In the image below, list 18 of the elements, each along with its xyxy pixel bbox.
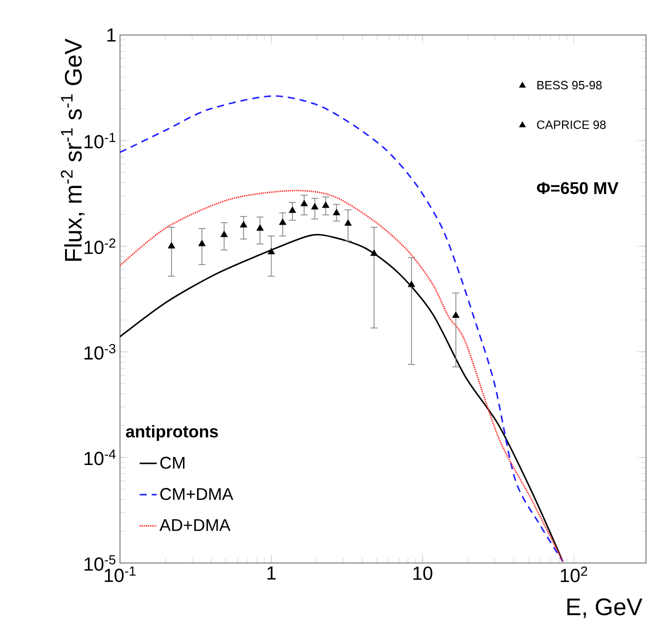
x-tick-label: 10 [413, 566, 432, 580]
legend-label: BESS 95-98 [537, 80, 602, 90]
y-tick-label: 10$^{-3}$ [84, 344, 116, 360]
x-tick-label: 10$^{2}$ [560, 566, 588, 582]
y-axis-title: Flux, m$^{-2}$ sr$^{-1}$ s$^{-1}$ GeV [60, 38, 85, 261]
legend-label: CM+DMA [160, 488, 234, 500]
x-tick-label: 1 [267, 566, 276, 580]
legend-label: CAPRICE 98 [537, 120, 606, 129]
y-tick-label: 10$^{-1}$ [84, 132, 116, 148]
legend-label: CM [160, 456, 184, 469]
legend-label: AD+DMA [159, 519, 230, 531]
y-tick-label: 10$^{-4}$ [84, 450, 116, 466]
x-tick-label: 10$^{-1}$ [104, 566, 136, 582]
annotation: Φ=650 MV [536, 182, 618, 194]
y-tick-label: 1 [107, 28, 116, 42]
x-axis-title: E, GeV [567, 598, 642, 618]
y-tick-label: 10$^{-2}$ [84, 238, 116, 254]
legend-title: antiprotons [126, 425, 218, 441]
